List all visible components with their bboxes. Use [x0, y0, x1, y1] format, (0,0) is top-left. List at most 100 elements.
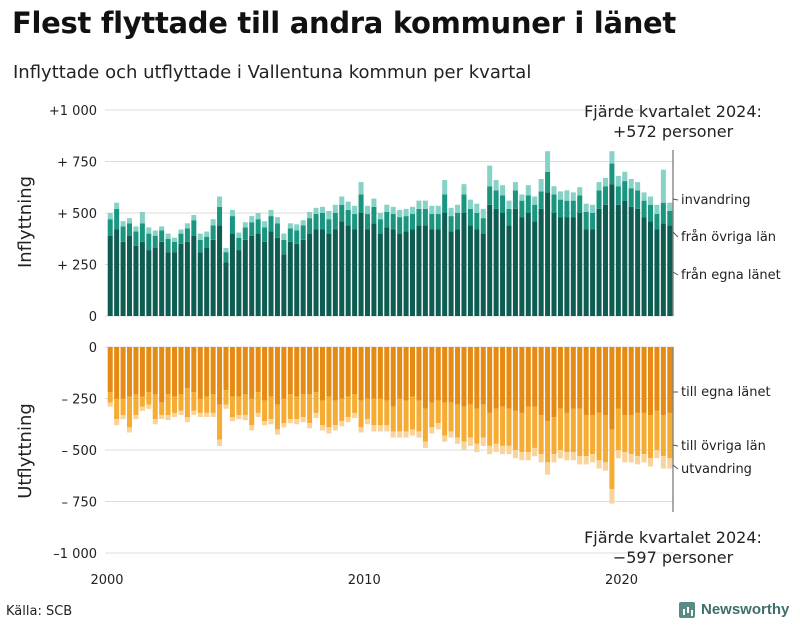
bar-out-egna — [197, 347, 203, 399]
bar-in-egna — [339, 221, 345, 316]
bar-out-ovriga — [178, 394, 184, 411]
bar-out-utvandring — [133, 414, 139, 420]
bar-out-egna — [274, 347, 280, 405]
bar-out-utvandring — [313, 412, 319, 419]
bar-out-utvandring — [159, 414, 165, 420]
bar-out-ovriga — [538, 414, 544, 455]
bar-out-utvandring — [667, 458, 673, 469]
bar-in-invandring — [551, 186, 557, 195]
bar-in-invandring — [538, 179, 544, 192]
bar-in-invandring — [178, 229, 184, 234]
bar-out-ovriga — [229, 396, 235, 418]
bar-in-egna — [551, 213, 557, 316]
bar-out-ovriga — [358, 400, 364, 428]
bar-out-egna — [371, 347, 377, 399]
bar-in-egna — [287, 241, 293, 316]
bar-out-utvandring — [390, 431, 396, 438]
bar-out-utvandring — [506, 445, 512, 455]
bar-in-ovriga — [596, 190, 602, 209]
bar-in-egna — [274, 237, 280, 316]
bar-out-utvandring — [403, 431, 409, 438]
bar-out-egna — [159, 347, 165, 403]
bar-out-utvandring — [274, 429, 280, 435]
bar-out-ovriga — [294, 396, 300, 420]
bar-in-invandring — [628, 179, 634, 189]
bar-in-invandring — [654, 204, 660, 215]
bar-in-invandring — [474, 203, 480, 213]
bar-out-ovriga — [635, 412, 641, 457]
bar-in-ovriga — [133, 231, 139, 246]
bar-in-invandring — [480, 208, 486, 219]
bar-in-ovriga — [622, 181, 628, 201]
bar-in-egna — [281, 254, 287, 316]
bar-in-egna — [667, 225, 673, 316]
bar-in-ovriga — [506, 208, 512, 226]
bar-in-invandring — [165, 233, 171, 239]
bar-in-ovriga — [641, 200, 647, 218]
bar-in-egna — [384, 227, 390, 316]
bar-out-egna — [493, 347, 499, 409]
bar-in-egna — [519, 217, 525, 316]
bar-in-invandring — [352, 205, 358, 215]
bar-out-ovriga — [474, 408, 480, 444]
bar-out-ovriga — [326, 396, 332, 428]
bar-in-ovriga — [345, 209, 351, 226]
bar-out-ovriga — [184, 388, 190, 418]
bar-out-egna — [577, 347, 583, 409]
bar-in-ovriga — [416, 208, 422, 226]
bar-out-utvandring — [635, 456, 641, 465]
brand-name: Newsworthy — [701, 601, 790, 618]
bar-out-ovriga — [262, 400, 268, 422]
bar-in-ovriga — [609, 163, 615, 185]
bar-in-egna — [313, 229, 319, 316]
bar-out-ovriga — [570, 408, 576, 453]
bar-in-egna — [602, 204, 608, 316]
bar-in-invandring — [184, 223, 190, 229]
bar-out-utvandring — [377, 425, 383, 432]
bar-in-egna — [570, 217, 576, 316]
bar-in-invandring — [242, 222, 248, 228]
brand-logo[interactable]: Newsworthy — [679, 601, 789, 618]
bar-out-utvandring — [178, 410, 184, 415]
bar-out-ovriga — [615, 408, 621, 450]
y-axis-title-top: Inflyttning — [15, 176, 36, 268]
bar-out-ovriga — [532, 406, 538, 448]
bar-in-invandring — [500, 185, 506, 196]
bar-out-ovriga — [448, 402, 454, 432]
bar-in-egna — [500, 213, 506, 316]
bar-in-ovriga — [262, 227, 268, 242]
bar-out-egna — [326, 347, 332, 397]
bar-out-utvandring — [545, 462, 551, 475]
bar-out-egna — [165, 347, 171, 395]
bar-out-ovriga — [319, 400, 325, 426]
bar-in-ovriga — [364, 214, 370, 230]
bar-in-invandring — [159, 226, 165, 231]
bar-out-ovriga — [159, 402, 165, 415]
bar-in-egna — [461, 213, 467, 316]
bar-in-egna — [654, 229, 660, 316]
x-tick-label: 2010 — [348, 573, 381, 588]
bar-in-egna — [352, 229, 358, 316]
bar-out-utvandring — [500, 445, 506, 455]
bar-in-egna — [532, 221, 538, 316]
bar-in-egna — [191, 235, 197, 316]
bar-in-ovriga — [165, 238, 171, 253]
bar-out-ovriga — [622, 414, 628, 453]
bar-out-utvandring — [332, 425, 338, 431]
bar-out-egna — [474, 347, 480, 409]
bar-in-invandring — [217, 196, 223, 207]
bar-in-egna — [590, 229, 596, 316]
bar-in-invandring — [133, 226, 139, 232]
bar-out-utvandring — [345, 417, 351, 423]
bar-out-utvandring — [184, 417, 190, 423]
bar-out-egna — [641, 347, 647, 413]
bar-out-ovriga — [152, 394, 158, 420]
bar-in-egna — [326, 233, 332, 316]
bar-in-invandring — [461, 184, 467, 195]
bar-out-utvandring — [422, 441, 428, 448]
bar-in-invandring — [210, 219, 216, 226]
bar-out-egna — [667, 347, 673, 413]
bar-in-ovriga — [654, 214, 660, 230]
bar-out-egna — [120, 347, 126, 399]
bar-out-utvandring — [120, 414, 126, 420]
